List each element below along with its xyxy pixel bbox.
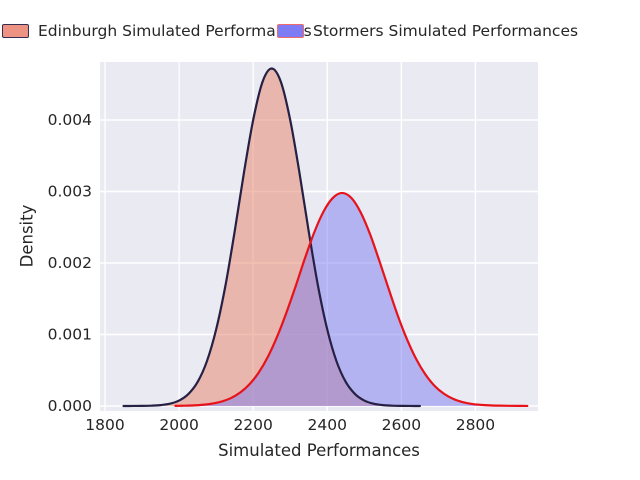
legend-item-stormers[interactable]: Stormers Simulated Performances — [277, 22, 578, 40]
y-tick-label: 0.004 — [48, 111, 92, 129]
y-tick-label: 0.003 — [48, 182, 92, 200]
legend: Edinburgh Simulated Performances Stormer… — [0, 0, 640, 56]
y-tick-label: 0.000 — [48, 397, 92, 415]
stormers-density-curve — [174, 191, 529, 408]
x-tick-label: 2400 — [308, 416, 347, 434]
edinburgh-density-curve — [122, 67, 421, 408]
y-axis-label: Density — [17, 204, 37, 268]
edinburgh-swatch-icon — [2, 24, 29, 38]
edinburgh-density-area — [123, 68, 420, 406]
stormers-density-area — [175, 192, 528, 406]
x-axis-label: Simulated Performances — [218, 441, 420, 460]
x-tick-label: 1800 — [85, 416, 124, 434]
legend-label-stormers: Stormers Simulated Performances — [313, 22, 579, 40]
legend-item-edinburgh[interactable]: Edinburgh Simulated Performances — [2, 22, 312, 40]
x-tick-label: 2000 — [159, 416, 198, 434]
x-tick-label: 2200 — [233, 416, 272, 434]
legend-label-edinburgh: Edinburgh Simulated Performances — [38, 22, 312, 40]
stormers-swatch-icon — [277, 24, 304, 38]
x-tick-label: 2600 — [382, 416, 421, 434]
x-tick-label: 2800 — [456, 416, 495, 434]
y-tick-label: 0.002 — [48, 254, 92, 272]
y-tick-label: 0.001 — [48, 325, 92, 343]
